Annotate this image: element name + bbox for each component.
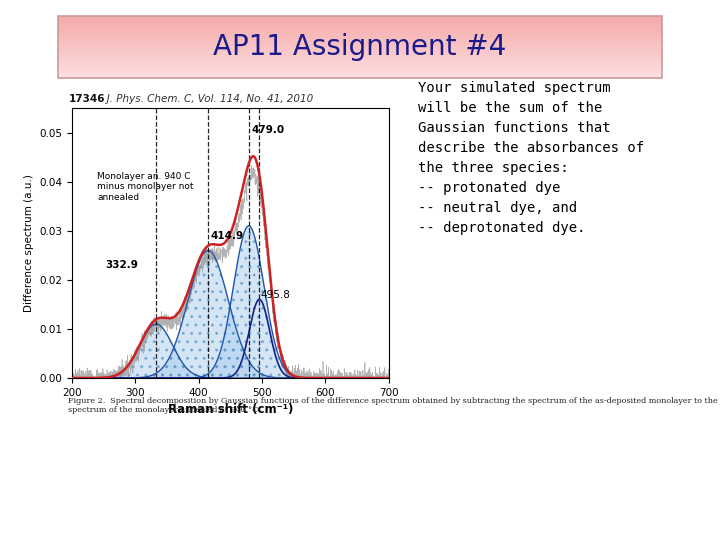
Bar [58, 76, 662, 77]
Bar [58, 20, 662, 21]
Bar [58, 28, 662, 29]
Bar [58, 65, 662, 66]
Text: Monolayer an. 940 C
minus monolayer not
annealed: Monolayer an. 940 C minus monolayer not … [97, 172, 194, 201]
Bar [58, 51, 662, 52]
Bar [58, 25, 662, 26]
Text: 332.9: 332.9 [106, 260, 138, 270]
Bar [58, 26, 662, 28]
Text: J. Phys. Chem. C, Vol. 114, No. 41, 2010: J. Phys. Chem. C, Vol. 114, No. 41, 2010 [97, 94, 313, 105]
Bar [58, 16, 662, 17]
Text: 495.8: 495.8 [261, 289, 291, 300]
Bar [58, 61, 662, 62]
Text: 414.9: 414.9 [210, 231, 243, 240]
Bar [58, 73, 662, 75]
Bar [58, 37, 662, 38]
Text: 17346: 17346 [68, 94, 105, 105]
Bar [58, 71, 662, 72]
Bar [58, 47, 662, 49]
Bar [58, 21, 662, 23]
Bar [58, 60, 662, 61]
Bar [58, 57, 662, 58]
Bar [58, 36, 662, 37]
Bar [58, 49, 662, 50]
Bar [58, 44, 662, 45]
Bar [58, 69, 662, 70]
Bar [58, 77, 662, 78]
Bar [58, 66, 662, 67]
Text: AP11 Assignment #4: AP11 Assignment #4 [213, 33, 507, 61]
Bar [58, 46, 662, 47]
Bar [58, 38, 662, 40]
Bar [58, 50, 662, 51]
Bar [58, 75, 662, 76]
Bar [58, 31, 662, 32]
Text: Figure 2.  Spectral decomposition by Gaussian functions of the difference spectr: Figure 2. Spectral decomposition by Gaus… [68, 397, 718, 414]
Bar [58, 52, 662, 53]
Bar [58, 40, 662, 41]
Bar [58, 42, 662, 44]
Text: Your simulated spectrum
will be the sum of the
Gaussian functions that
describe : Your simulated spectrum will be the sum … [418, 81, 644, 235]
Bar [58, 67, 662, 69]
Text: 479.0: 479.0 [252, 125, 285, 135]
Bar [58, 19, 662, 20]
Bar [58, 72, 662, 73]
Y-axis label: Difference spectrum (a.u.): Difference spectrum (a.u.) [24, 174, 34, 312]
Bar [58, 33, 662, 35]
Bar [58, 53, 662, 55]
Bar [58, 70, 662, 71]
Bar [58, 45, 662, 46]
Bar [58, 58, 662, 60]
Bar [58, 30, 662, 31]
Bar [58, 24, 662, 25]
Bar [58, 32, 662, 33]
Bar [58, 23, 662, 24]
Bar [58, 41, 662, 42]
Bar [58, 29, 662, 30]
Bar [58, 63, 662, 65]
Bar [58, 55, 662, 56]
Bar [58, 62, 662, 63]
X-axis label: Raman shift (cm⁻¹): Raman shift (cm⁻¹) [168, 403, 293, 416]
Bar [58, 17, 662, 19]
Bar [58, 56, 662, 57]
Bar [58, 35, 662, 36]
